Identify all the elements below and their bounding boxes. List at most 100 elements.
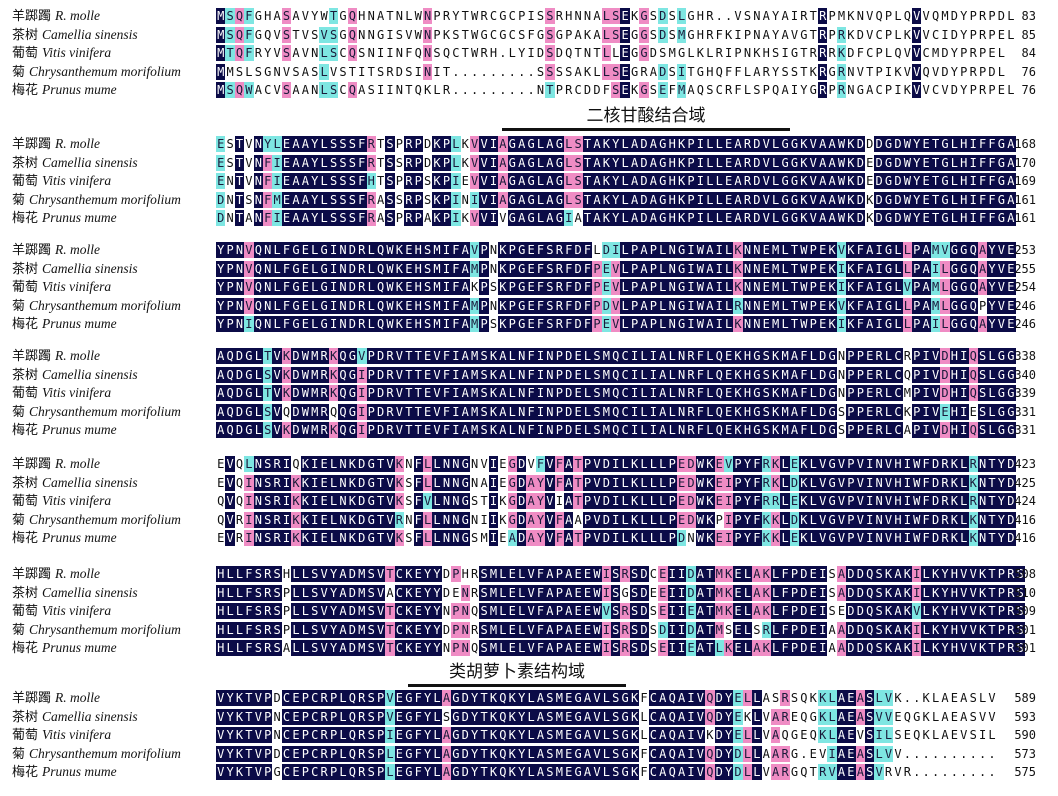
domain-label: 类胡萝卜素结构域 bbox=[449, 662, 585, 682]
residue-position: 501 bbox=[1014, 641, 1036, 655]
species-label: 梅花 Prunus mume bbox=[12, 421, 117, 439]
species-chinese-name: 梅花 bbox=[12, 641, 39, 656]
species-latin-name: Camellia sinensis bbox=[42, 584, 138, 600]
species-latin-name: Vitis vinifera bbox=[42, 385, 112, 400]
species-latin-name: Prunus mume bbox=[42, 210, 117, 225]
species-latin-name: Prunus mume bbox=[42, 422, 117, 437]
residue-position: 76 bbox=[1021, 64, 1036, 79]
species-chinese-name: 羊踯躅 bbox=[12, 691, 52, 706]
residue-position: 83 bbox=[1021, 9, 1036, 23]
species-latin-name: Chrysanthemum morifolium bbox=[29, 745, 181, 761]
species-latin-name: Prunus mume bbox=[42, 764, 117, 779]
residue-position: 168 bbox=[1014, 137, 1036, 151]
species-chinese-name: 羊踯躅 bbox=[12, 137, 52, 152]
species-latin-name: Vitis vinifera bbox=[42, 493, 112, 508]
species-chinese-name: 葡萄 bbox=[12, 604, 39, 619]
residue-position: 161 bbox=[1014, 211, 1036, 225]
species-latin-name: R. molle bbox=[55, 456, 101, 471]
species-latin-name: R. molle bbox=[55, 8, 101, 23]
species-latin-name: Camellia sinensis bbox=[42, 366, 138, 382]
species-chinese-name: 梅花 bbox=[12, 211, 39, 226]
residue-position: 339 bbox=[1014, 386, 1036, 400]
species-chinese-name: 菊 bbox=[12, 404, 26, 420]
species-label: 羊踯躅 R. molle bbox=[12, 7, 100, 25]
residue-position: 331 bbox=[1014, 404, 1036, 419]
species-latin-name: Prunus mume bbox=[42, 316, 117, 331]
residue-position: 338 bbox=[1014, 349, 1036, 363]
residue-position: 575 bbox=[1014, 765, 1036, 779]
species-label: 羊踯躅 R. molle bbox=[12, 241, 100, 259]
species-latin-name: R. molle bbox=[55, 136, 101, 151]
species-chinese-name: 茶树 bbox=[12, 367, 39, 383]
species-label: 茶树 Camellia sinensis bbox=[12, 584, 138, 602]
domain-underline bbox=[502, 128, 790, 131]
residue-position: 161 bbox=[1014, 192, 1036, 207]
species-label: 羊踯躅 R. molle bbox=[12, 347, 100, 365]
species-latin-name: Camellia sinensis bbox=[42, 260, 138, 276]
species-label: 茶树 Camellia sinensis bbox=[12, 708, 138, 726]
species-label: 茶树 Camellia sinensis bbox=[12, 366, 138, 384]
species-latin-name: Chrysanthemum morifolium bbox=[29, 63, 181, 79]
species-chinese-name: 梅花 bbox=[12, 423, 39, 438]
residue-position: 246 bbox=[1014, 298, 1036, 313]
domain-underline bbox=[408, 684, 626, 687]
species-label: 羊踯躅 R. molle bbox=[12, 565, 100, 583]
residue-position: 416 bbox=[1014, 531, 1036, 545]
residue-position: 340 bbox=[1014, 367, 1036, 382]
species-label: 葡萄 Vitis vinifera bbox=[12, 726, 111, 744]
species-latin-name: R. molle bbox=[55, 242, 101, 257]
species-label: 梅花 Prunus mume bbox=[12, 639, 117, 657]
species-latin-name: R. molle bbox=[55, 566, 101, 581]
species-label: 梅花 Prunus mume bbox=[12, 315, 117, 333]
species-chinese-name: 羊踯躅 bbox=[12, 567, 52, 582]
species-label: 梅花 Prunus mume bbox=[12, 81, 117, 99]
species-latin-name: Camellia sinensis bbox=[42, 474, 138, 490]
residue-position: 425 bbox=[1014, 475, 1036, 490]
species-chinese-name: 葡萄 bbox=[12, 386, 39, 401]
species-label: 羊踯躅 R. molle bbox=[12, 455, 100, 473]
species-label: 茶树 Camellia sinensis bbox=[12, 260, 138, 278]
species-chinese-name: 菊 bbox=[12, 622, 26, 638]
species-label: 茶树 Camellia sinensis bbox=[12, 154, 138, 172]
residue-position: 573 bbox=[1014, 746, 1036, 761]
species-chinese-name: 梅花 bbox=[12, 765, 39, 780]
species-chinese-name: 梅花 bbox=[12, 83, 39, 98]
residue-position: 501 bbox=[1014, 622, 1036, 637]
species-latin-name: Prunus mume bbox=[42, 530, 117, 545]
residue-position: 331 bbox=[1014, 423, 1036, 437]
species-latin-name: Vitis vinifera bbox=[42, 279, 112, 294]
residue-position: 170 bbox=[1014, 155, 1036, 170]
species-label: 葡萄 Vitis vinifera bbox=[12, 384, 111, 402]
species-latin-name: Vitis vinifera bbox=[42, 173, 112, 188]
species-latin-name: Chrysanthemum morifolium bbox=[29, 403, 181, 419]
species-label: 菊 Chrysanthemum morifolium bbox=[12, 621, 181, 639]
residue-position: 424 bbox=[1014, 494, 1036, 508]
species-chinese-name: 羊踯躅 bbox=[12, 243, 52, 258]
species-latin-name: Chrysanthemum morifolium bbox=[29, 297, 181, 313]
species-label: 葡萄 Vitis vinifera bbox=[12, 602, 111, 620]
residue-position: 590 bbox=[1014, 728, 1036, 742]
species-chinese-name: 葡萄 bbox=[12, 46, 39, 61]
residue-position: 423 bbox=[1014, 457, 1036, 471]
species-label: 葡萄 Vitis vinifera bbox=[12, 492, 111, 510]
